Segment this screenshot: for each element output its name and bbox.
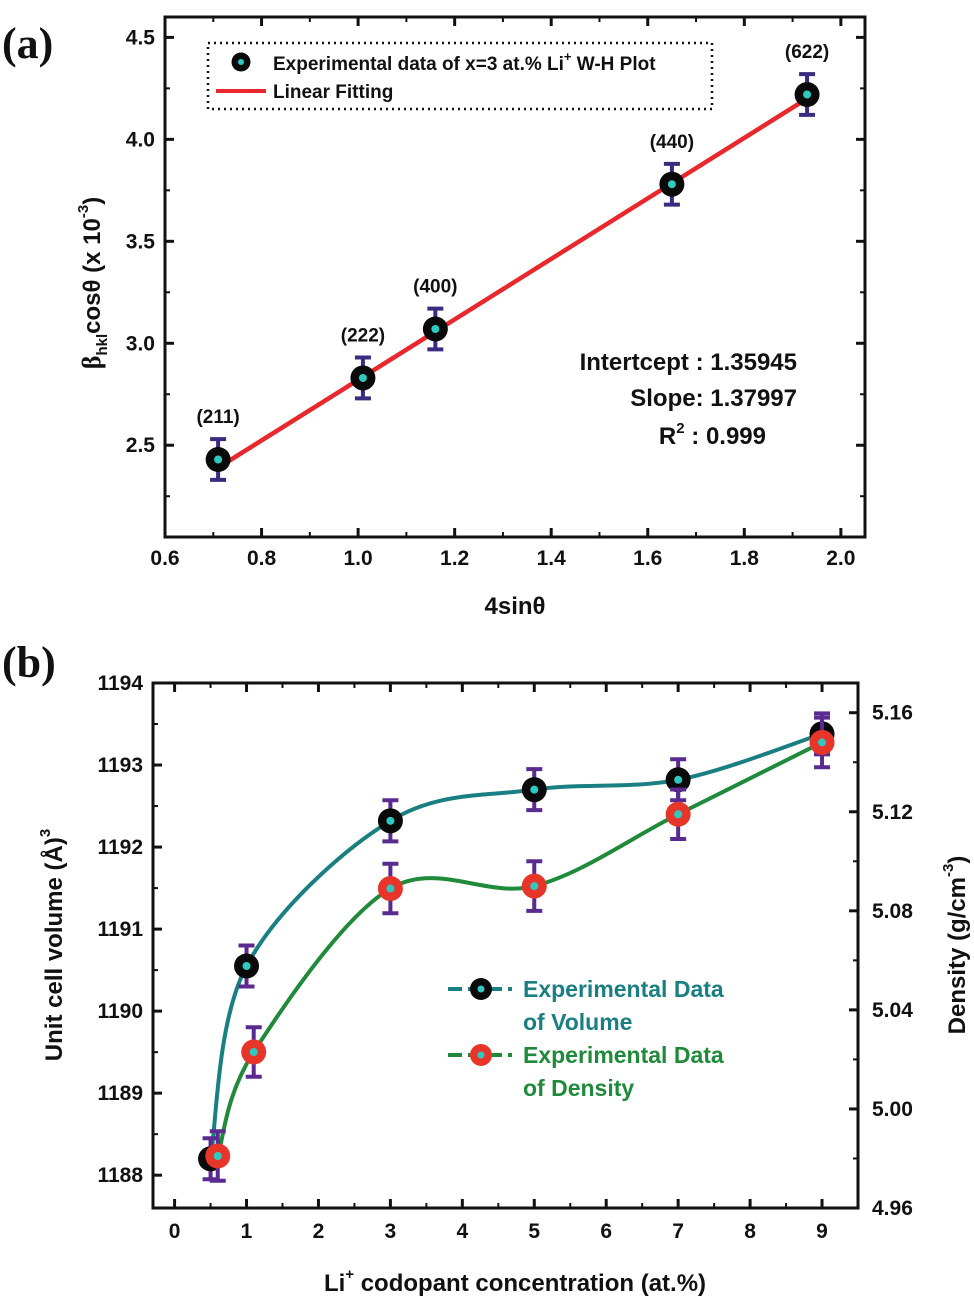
y-tick-label: 3.0 — [126, 332, 155, 355]
y-tick-label: 2.5 — [126, 434, 156, 457]
x-tick-label: 4 — [456, 1220, 468, 1243]
y-right-tick-label: 5.08 — [872, 900, 913, 923]
y-left-tick-label: 1194 — [97, 672, 143, 695]
plot-b-points — [198, 711, 835, 1183]
x-tick-label: 1.6 — [633, 547, 662, 570]
plot-a-frame — [163, 15, 867, 539]
point-center — [818, 738, 827, 747]
data-point-center — [214, 455, 223, 464]
point-center — [386, 816, 395, 825]
x-tick-label: 7 — [672, 1220, 684, 1243]
legend-a-series-2: Linear Fitting — [273, 82, 393, 103]
y-right-tick-label: 5.16 — [872, 702, 913, 725]
panel-b-label: (b) — [2, 638, 56, 687]
y-left-tick-label: 1192 — [97, 836, 143, 859]
x-tick-label: 2 — [313, 1220, 325, 1243]
point-label: (622) — [785, 42, 829, 63]
y-left-tick-label: 1188 — [97, 1164, 143, 1187]
plot-b-lines — [208, 731, 823, 1160]
x-tick-label: 1.4 — [537, 547, 567, 570]
data-point-center — [358, 373, 367, 382]
x-tick-label: 1.8 — [730, 547, 760, 570]
plot-b-ylabel-right: Density (g/cm-3) — [940, 856, 971, 1035]
x-tick-label: 6 — [600, 1220, 612, 1243]
panel-b: (b) 0 1 2 3 4 5 6 7 8 9 1188 1189 1190 1191 1192 1193 11… — [2, 638, 971, 1297]
y-right-tick-label: 4.96 — [872, 1197, 913, 1220]
x-tick-label: 1.0 — [344, 547, 373, 570]
y-right-tick-label: 5.04 — [872, 999, 913, 1022]
x-tick-label: 8 — [744, 1220, 756, 1243]
point-center — [213, 1151, 222, 1160]
y-tick-label: 4.0 — [126, 128, 155, 151]
plot-b-xlabel: Li+ codopant concentration (at.%) — [324, 1266, 706, 1297]
x-tick-label: 9 — [816, 1220, 828, 1243]
legend-b-density-label-2: of Density — [523, 1075, 634, 1101]
x-tick-label: 3 — [385, 1220, 397, 1243]
plot-a-legend: Experimental data of x=3 at.% Li+ W-H Pl… — [206, 41, 714, 111]
point-label: (400) — [413, 277, 457, 298]
panel-a: (a) 0.6 0.8 1.0 1.2 1.4 1.6 1.8 2.0 2.5 3.0 3.5 4.0… — [2, 15, 867, 620]
density-line — [215, 740, 823, 1157]
slope-annotation: Slope: 1.37997 — [630, 385, 797, 412]
y-tick-label: 3.5 — [126, 230, 156, 253]
r2-annotation: R2 : 0.999 — [659, 420, 766, 450]
x-tick-label: 0.6 — [150, 547, 179, 570]
point-center — [530, 785, 539, 794]
y-left-tick-label: 1191 — [97, 918, 143, 941]
x-tick-label: 1.2 — [440, 547, 469, 570]
fit-line — [216, 96, 809, 470]
plot-b-frame — [151, 681, 860, 1210]
y-right-tick-label: 5.00 — [872, 1098, 913, 1121]
x-tick-label: 0.8 — [247, 547, 277, 570]
point-center — [674, 775, 683, 784]
x-tick-label: 2.0 — [826, 547, 855, 570]
x-tick-label: 5 — [528, 1220, 540, 1243]
point-center — [530, 882, 539, 891]
data-point-center — [803, 90, 812, 99]
legend-b-volume-label-1: Experimental Data — [523, 976, 724, 1002]
x-tick-label: 0 — [169, 1220, 181, 1243]
point-center — [242, 962, 251, 971]
plot-a-axis-ticks: 0.6 0.8 1.0 1.2 1.4 1.6 1.8 2.0 2.5 3.0 3.5 4.0 4.5 — [126, 17, 865, 570]
y-left-tick-label: 1193 — [97, 754, 143, 777]
plot-b-legend: Experimental Data of Volume Experimental… — [448, 976, 724, 1101]
plot-a-ylabel: βhklcosθ (x 10-3) — [75, 197, 111, 369]
intercept-annotation: Intertcept : 1.35945 — [580, 349, 797, 376]
y-right-tick-label: 5.12 — [872, 801, 913, 824]
plot-a-legend-box — [206, 41, 714, 111]
legend-b-volume-label-2: of Volume — [523, 1009, 632, 1035]
point-label: (440) — [650, 132, 694, 153]
point-center — [386, 884, 395, 893]
plot-a-fit-line — [216, 96, 809, 470]
y-tick-label: 4.5 — [126, 26, 156, 49]
plot-b-ylabel-left: Unit cell volume (Å)3 — [37, 829, 68, 1061]
panel-a-label: (a) — [2, 19, 53, 68]
plot-b-axis-ticks: 0 1 2 3 4 5 6 7 8 9 1188 1189 1190 1191 1192 1193 1194 4.… — [97, 672, 913, 1243]
point-label: (222) — [341, 326, 385, 347]
x-tick-label: 1 — [241, 1220, 253, 1243]
point-center — [249, 1047, 258, 1056]
plot-a-points: (211) (222) (400) (440) (622) — [196, 42, 829, 482]
y-left-tick-label: 1189 — [97, 1082, 143, 1105]
data-point-center — [431, 325, 440, 333]
point-center — [674, 810, 683, 819]
plot-a-xlabel: 4sinθ — [485, 593, 546, 620]
legend-a-series-1: Experimental data of x=3 at.% Li+ W-H Pl… — [273, 49, 656, 75]
point-label: (211) — [196, 407, 239, 428]
data-point-center — [667, 180, 676, 189]
legend-b-density-label-1: Experimental Data — [523, 1042, 724, 1068]
y-left-tick-label: 1190 — [97, 1000, 143, 1023]
volume-line — [208, 731, 823, 1160]
